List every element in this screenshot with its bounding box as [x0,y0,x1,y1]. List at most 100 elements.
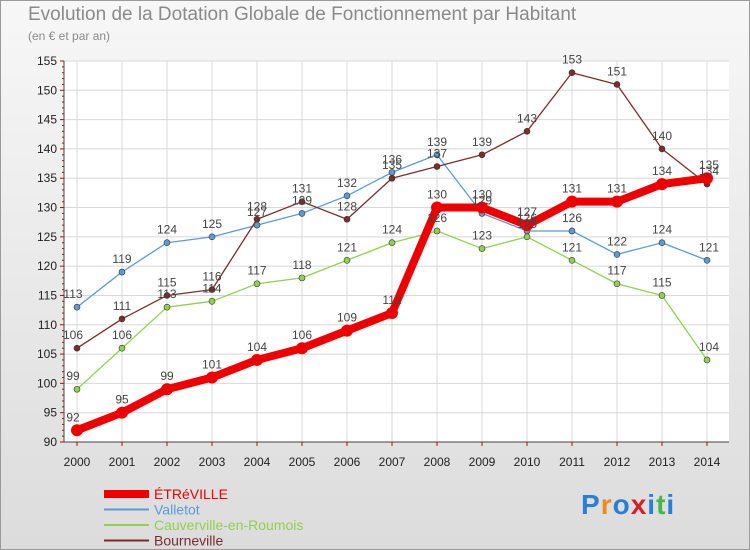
y-tick-label: 90 [44,435,58,449]
data-point [433,227,441,235]
data-point [568,69,576,77]
data-point [206,371,218,384]
x-tick-label: 2007 [379,455,406,469]
data-point [523,233,531,241]
data-point [163,303,171,311]
data-label: 124 [157,223,177,237]
data-label: 123 [472,229,492,243]
data-point [71,424,83,437]
y-tick-label: 100 [37,376,57,390]
y-tick-label: 120 [37,259,57,273]
data-point [208,233,216,241]
data-point [613,81,621,88]
data-label: 124 [652,223,672,237]
data-point [568,256,576,264]
legend-entry: ÉTRéVILLE [154,486,228,502]
logo-letter: o [612,489,631,520]
data-label: 99 [160,369,174,383]
x-tick-label: 2012 [604,455,631,469]
data-label: 113 [63,287,82,301]
data-label: 113 [157,287,176,301]
data-point [208,286,216,293]
x-tick-label: 2001 [109,455,136,469]
data-label: 136 [382,152,402,166]
x-tick-label: 2011 [559,455,585,469]
logo-letter: t [656,489,667,520]
data-point [343,192,351,200]
data-label: 126 [517,211,537,225]
data-label: 135 [382,158,402,172]
data-point [703,356,711,364]
data-label: 101 [202,358,222,372]
y-tick-label: 130 [37,201,57,215]
data-point [251,353,263,366]
y-tick-label: 110 [38,318,57,332]
y-tick-label: 105 [37,347,57,361]
data-point [341,324,353,337]
data-point [118,344,126,352]
data-label: 132 [337,176,357,190]
data-point [703,256,711,264]
data-label: 125 [517,217,537,231]
data-label: 129 [472,193,492,207]
data-point [658,145,666,153]
data-point [388,174,396,182]
data-label: 114 [202,281,221,295]
data-label: 106 [63,328,83,342]
data-point [476,201,488,214]
data-label: 153 [562,53,582,67]
data-label: 112 [382,293,401,307]
data-point [658,292,666,299]
data-label: 121 [699,240,719,254]
data-label: 92 [66,410,80,424]
data-point [163,292,171,299]
data-label: 134 [652,164,672,178]
logo-letter: i [666,489,676,520]
data-label: 121 [562,240,582,254]
data-label: 125 [202,217,222,231]
data-point [343,215,351,223]
x-tick-label: 2000 [64,455,91,469]
data-point [253,215,261,223]
data-label: 106 [112,328,132,342]
legend-entry: Cauverville-en-Roumois [154,517,303,533]
data-label: 99 [66,369,80,383]
data-label: 104 [699,340,719,354]
x-tick-label: 2004 [244,455,271,469]
y-tick-label: 140 [37,142,57,156]
proxiti-logo[interactable]: Proxiti [581,489,675,521]
data-label: 119 [112,252,131,266]
data-point [118,268,126,276]
data-point [163,239,171,247]
data-label: 129 [292,193,312,207]
x-tick-label: 2010 [514,455,541,469]
legend-entry: Valletot [154,502,200,518]
data-point [613,251,621,258]
data-point [566,195,578,208]
data-label: 122 [607,234,627,248]
data-label: 109 [337,311,357,325]
data-point [386,307,398,320]
data-label: 137 [427,147,447,161]
data-point [73,385,81,393]
data-point [73,344,81,352]
data-point [656,178,668,191]
data-label: 130 [472,188,492,202]
y-tick-label: 155 [37,54,57,68]
data-label: 139 [472,135,492,149]
data-label: 130 [427,188,447,202]
data-point [433,151,441,159]
x-tick-label: 2006 [334,455,361,469]
data-point [478,245,486,252]
data-point [161,383,173,396]
data-point [116,406,128,419]
data-point [73,303,81,311]
data-point [118,315,126,323]
data-label: 140 [652,129,672,143]
data-label: 126 [427,211,447,225]
data-label: 139 [427,135,447,149]
x-tick-label: 2014 [694,455,721,469]
y-tick-label: 145 [37,113,57,127]
data-label: 117 [607,264,626,278]
